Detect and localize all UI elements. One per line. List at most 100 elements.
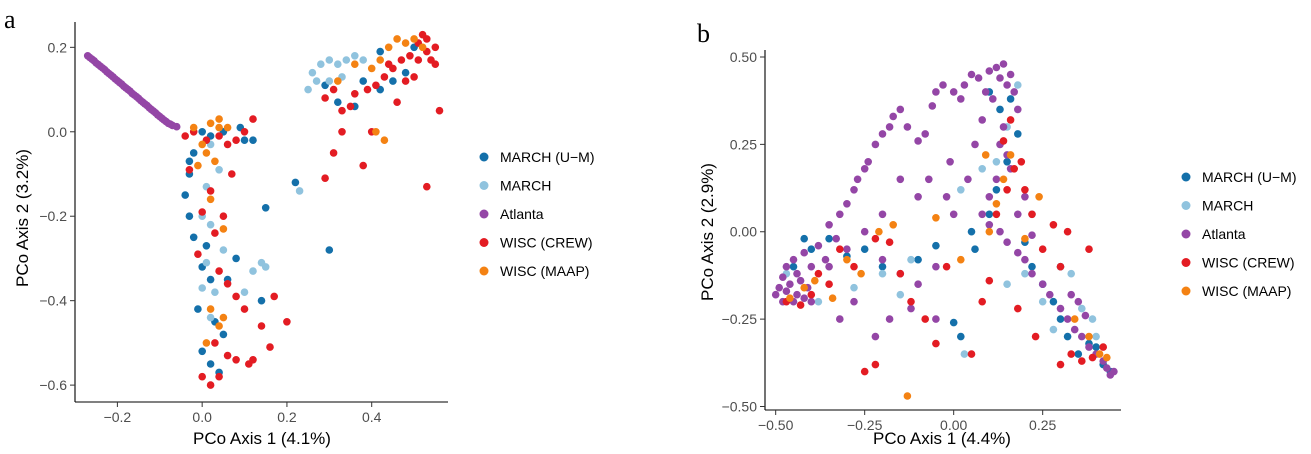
data-point: [1014, 248, 1022, 257]
data-point: [418, 43, 427, 52]
data-point: [1095, 350, 1104, 358]
data-point: [878, 130, 887, 138]
data-point: [1014, 81, 1022, 89]
data-point: [850, 297, 858, 306]
panel-a-plot-area: −0.2 0.0 0.2 0.4 −0.6 −0.4 −0.2 0.0 0.2: [39, 22, 448, 425]
legend-label: MARCH: [500, 178, 551, 194]
data-point: [971, 140, 979, 149]
data-point: [206, 220, 215, 229]
data-point: [215, 166, 223, 174]
data-point: [240, 288, 249, 297]
data-point: [985, 210, 994, 219]
data-point: [206, 275, 215, 284]
data-point: [219, 246, 228, 254]
data-point: [166, 120, 175, 128]
data-point: [932, 315, 940, 323]
data-point: [431, 43, 440, 52]
data-point: [1049, 297, 1058, 306]
data-point: [359, 161, 368, 170]
data-point: [978, 116, 986, 124]
x-tick-label: 0.4: [362, 409, 382, 425]
data-point: [1014, 130, 1022, 138]
x-tick-label: 0.2: [277, 409, 297, 425]
data-point: [172, 122, 181, 131]
data-point: [308, 68, 317, 77]
data-point: [240, 136, 249, 144]
data-point: [903, 392, 912, 400]
y-tick-label: 0.0: [48, 124, 68, 140]
data-point: [206, 381, 215, 389]
data-point: [992, 210, 1001, 219]
data-point: [932, 262, 940, 271]
data-point: [896, 269, 905, 278]
data-point: [942, 193, 951, 201]
data-point: [401, 39, 410, 47]
data-point: [1014, 304, 1022, 313]
data-point: [850, 283, 858, 292]
data-point: [1038, 297, 1047, 306]
data-point: [985, 193, 994, 201]
data-point: [367, 64, 376, 73]
data-point: [811, 276, 819, 285]
y-tick-label: −0.25: [722, 311, 758, 327]
data-point: [351, 60, 359, 68]
data-point: [206, 195, 215, 204]
data-point: [999, 137, 1008, 145]
data-point: [914, 137, 922, 145]
legend-marker: [1181, 229, 1191, 239]
data-point: [202, 149, 211, 157]
data-point: [949, 210, 958, 219]
data-point: [825, 280, 833, 289]
data-points: [83, 30, 444, 389]
data-point: [1085, 332, 1093, 341]
legend-marker: [479, 152, 489, 162]
data-point: [907, 297, 915, 306]
data-point: [266, 343, 274, 351]
data-point: [249, 115, 257, 123]
data-point: [836, 210, 844, 219]
panel-a-chart: a −0.2 0.0 0.2 0.4 −0.6 −0.4 −0.2 0.0 0.2 PCo Ax…: [4, 5, 595, 448]
data-point: [807, 262, 816, 271]
data-point: [821, 255, 830, 264]
data-point: [270, 292, 279, 301]
data-point: [850, 262, 858, 271]
data-point: [198, 284, 206, 292]
data-point: [807, 245, 816, 253]
data-point: [249, 267, 257, 275]
data-point: [850, 186, 858, 194]
data-point: [240, 128, 249, 136]
data-point: [1078, 304, 1086, 313]
data-point: [992, 200, 1001, 208]
data-point: [257, 322, 266, 330]
data-point: [215, 115, 223, 123]
data-point: [1067, 350, 1075, 358]
data-point: [967, 350, 976, 358]
data-point: [907, 304, 915, 313]
data-point: [211, 339, 219, 347]
data-point: [878, 262, 887, 271]
data-point: [932, 339, 940, 348]
data-point: [807, 290, 816, 299]
data-point: [914, 280, 922, 289]
panel-b-x-axis-title: PCo Axis 1 (4.4%): [873, 429, 1011, 448]
data-point: [194, 305, 202, 313]
data-point: [949, 88, 958, 96]
panel-b-legend: MARCH (U−M) MARCH Atlanta WISC (CREW) WISC (…: [1181, 169, 1297, 299]
data-point: [194, 250, 202, 258]
data-point: [185, 212, 194, 220]
panel-b-label: b: [697, 19, 710, 48]
data-point: [194, 161, 202, 170]
data-point: [932, 241, 940, 250]
data-points: [771, 60, 1118, 400]
data-point: [836, 315, 844, 323]
data-point: [796, 276, 805, 285]
data-point: [397, 56, 406, 64]
data-point: [957, 186, 965, 194]
data-point: [981, 88, 990, 96]
legend-marker: [479, 266, 489, 276]
data-point: [928, 102, 937, 110]
data-point: [896, 175, 905, 184]
data-point: [978, 297, 986, 306]
data-point: [223, 280, 232, 288]
data-point: [793, 269, 801, 278]
